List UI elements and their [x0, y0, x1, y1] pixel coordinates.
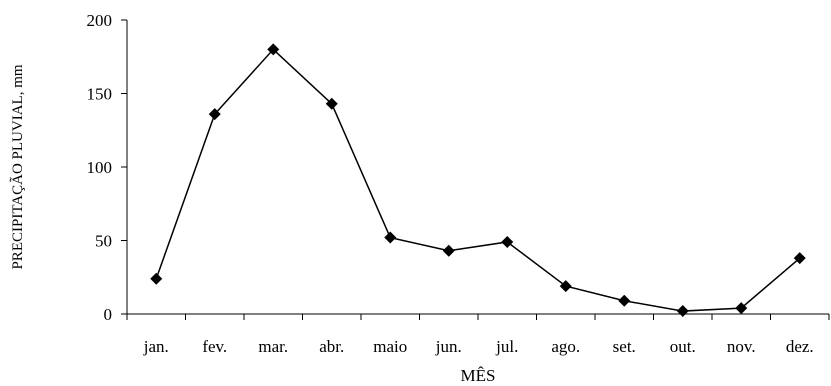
y-ticks: 0 50 100 150 200 [87, 11, 127, 324]
data-point-marker [501, 235, 514, 248]
x-tick-label: jun. [435, 337, 462, 356]
y-tick-label: 0 [104, 305, 113, 324]
data-point-marker [618, 294, 631, 307]
data-point-marker [442, 244, 455, 257]
data-point-marker [208, 108, 221, 121]
x-tick-label: jan. [143, 337, 169, 356]
series-markers [150, 43, 806, 318]
x-tick-label: mar. [258, 337, 288, 356]
x-axis-title: MÊS [461, 366, 496, 385]
plot-area: 0 50 100 150 200 jan. fev. mar. abr. maio jun. jul… [87, 11, 830, 356]
data-point-marker [793, 252, 806, 265]
x-tick-label: set. [613, 337, 636, 356]
data-point-marker [150, 272, 163, 285]
x-ticks: jan. fev. mar. abr. maio jun. jul. ago. set. out.… [126, 314, 830, 356]
x-tick-label: jul. [495, 337, 518, 356]
data-point-marker [676, 305, 689, 318]
y-tick-label: 50 [95, 232, 112, 251]
series-line [155, 48, 801, 312]
data-point-marker [267, 43, 280, 56]
y-tick-label: 150 [87, 85, 113, 104]
x-tick-label: dez. [786, 337, 814, 356]
x-tick-label: out. [670, 337, 696, 356]
data-point-marker [559, 280, 572, 293]
x-tick-label: ago. [551, 337, 580, 356]
y-axis-title: PRECIPITAÇÃO PLUVIAL, mm [10, 64, 26, 269]
x-tick-label: maio [373, 337, 407, 356]
data-point-marker [735, 302, 748, 315]
x-tick-label: fev. [202, 337, 227, 356]
x-tick-label: abr. [319, 337, 344, 356]
data-point-marker [325, 97, 338, 110]
y-tick-label: 100 [87, 158, 113, 177]
x-tick-label: nov. [727, 337, 756, 356]
data-point-marker [384, 231, 397, 244]
y-tick-label: 200 [87, 11, 113, 30]
